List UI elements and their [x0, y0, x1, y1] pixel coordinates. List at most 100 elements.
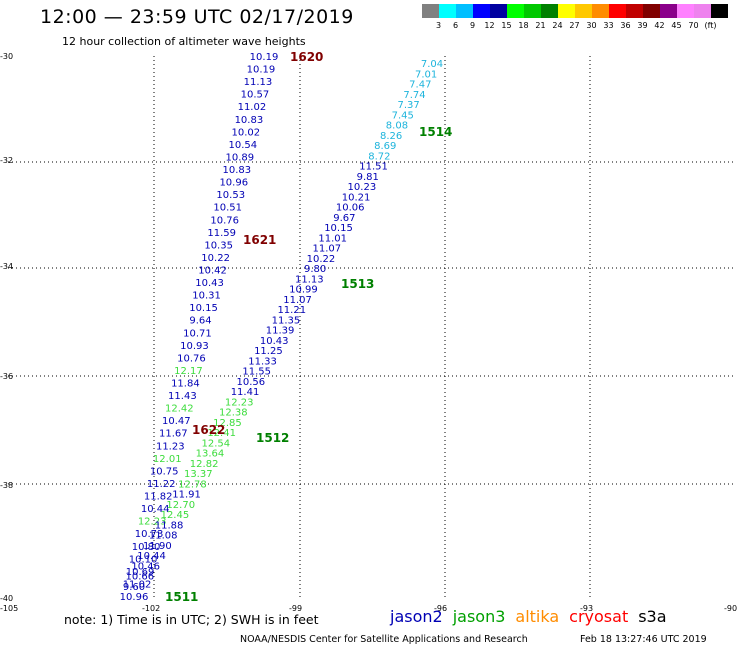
wave-height-value: 12.82: [190, 459, 219, 470]
wave-height-value: 9.80: [304, 264, 326, 275]
wave-height-value: 10.53: [216, 190, 245, 201]
wave-height-value: 12.78: [178, 479, 207, 490]
wave-height-value: 11.13: [244, 77, 273, 88]
wave-height-value: 10.02: [232, 127, 261, 138]
wave-height-value: 10.10: [129, 554, 158, 565]
y-tick-label: -34: [0, 262, 13, 271]
x-tick-label: -105: [0, 604, 18, 613]
wave-height-value: 10.51: [213, 203, 242, 214]
mission-jason2: jason2: [390, 607, 443, 626]
wave-height-value: 10.42: [198, 265, 227, 276]
legend-swatch: [507, 4, 524, 18]
legend-swatch: [677, 4, 694, 18]
y-tick-label: -36: [0, 372, 13, 381]
legend-labels: 3 6 9 12 15 18 21 24 27 30 33 36 39 42 45 70 (ft): [422, 21, 728, 30]
wave-height-value: 11.67: [159, 429, 188, 440]
wave-height-value: 10.96: [219, 178, 248, 189]
wave-height-value: 10.99: [289, 285, 318, 296]
page-subtitle: 12 hour collection of altimeter wave hei…: [62, 35, 306, 48]
color-legend: 3 6 9 12 15 18 21 24 27 30 33 36 39 42 45 70 (ft): [422, 4, 728, 30]
wave-height-value: 10.46: [131, 561, 160, 572]
wave-height-value: 10.83: [222, 165, 251, 176]
wave-height-value: 11.51: [359, 162, 388, 173]
legend-swatch: [575, 4, 592, 18]
footer-timestamp: Feb 18 13:27:46 UTC 2019: [580, 634, 707, 645]
wave-height-value: 10.89: [225, 152, 254, 163]
wave-height-value: 7.47: [409, 80, 431, 91]
legend-swatch: [524, 4, 541, 18]
legend-label: 18: [518, 21, 529, 30]
wave-height-value: 12.38: [219, 408, 248, 419]
pass-label: 1621: [243, 233, 276, 247]
wave-height-value: 10.43: [195, 278, 224, 289]
wave-height-value: 10.15: [189, 303, 218, 314]
wave-height-value: 12.70: [166, 500, 195, 511]
wave-height-value: 11.55: [242, 367, 271, 378]
wave-height-value: 11.07: [283, 295, 312, 306]
wave-height-value: 10.80: [132, 542, 161, 553]
wave-height-value: 8.26: [380, 131, 402, 142]
wave-height-value: 11.33: [248, 356, 277, 367]
legend-swatch: [609, 4, 626, 18]
legend-label: (ft): [704, 21, 717, 30]
wave-height-value: 10.22: [307, 254, 336, 265]
wave-height-value: 10.15: [324, 223, 353, 234]
legend-label: 27: [569, 21, 580, 30]
wave-height-value: 12.42: [165, 404, 194, 415]
page-title: 12:00 — 23:59 UTC 02/17/2019: [40, 6, 354, 28]
legend-label: 39: [637, 21, 648, 30]
wave-height-value: 11.84: [171, 379, 200, 390]
legend-label: 36: [620, 21, 631, 30]
wave-height-value: 10.75: [150, 466, 179, 477]
legend-swatch: [422, 4, 439, 18]
pass-label: 1513: [341, 277, 374, 291]
wave-height-value: 10.93: [180, 341, 209, 352]
wave-height-value: 11.13: [295, 274, 324, 285]
x-tick-label: -90: [724, 604, 737, 613]
wave-height-value: 8.69: [374, 141, 396, 152]
wave-height-value: 13.37: [184, 469, 213, 480]
wave-height-value: 11.35: [272, 315, 301, 326]
wave-height-value: 10.21: [342, 192, 371, 203]
wave-height-value: 11.22: [147, 479, 176, 490]
legend-swatch: [660, 4, 677, 18]
wave-height-value: 10.19: [250, 52, 279, 63]
legend-label: 33: [603, 21, 614, 30]
wave-height-value: 7.45: [392, 110, 414, 121]
footer-credit: NOAA/NESDIS Center for Satellite Applica…: [240, 634, 528, 645]
legend-swatch: [643, 4, 660, 18]
y-tick-label: -30: [0, 52, 13, 61]
wave-height-value: 9.64: [189, 316, 211, 327]
legend-swatch: [439, 4, 456, 18]
legend-label: 12: [484, 21, 495, 30]
wave-height-value: 12.54: [201, 438, 230, 449]
wave-height-value: 7.37: [397, 100, 419, 111]
pass-label: 1511: [165, 590, 198, 604]
pass-label: 1622: [192, 423, 225, 437]
wave-height-value: 11.82: [144, 492, 173, 503]
legend-label: 6: [452, 21, 459, 30]
wave-height-value: 11.43: [168, 391, 197, 402]
wave-height-value: 10.44: [137, 551, 166, 562]
wave-height-value: 10.35: [204, 240, 233, 251]
wave-height-value: 11.07: [313, 244, 342, 255]
wave-height-value: 10.83: [235, 115, 264, 126]
wave-height-value: 9.60: [123, 582, 145, 593]
wave-height-value: 7.01: [415, 69, 437, 80]
y-tick-label: -32: [0, 156, 13, 165]
wave-height-value: 10.54: [229, 140, 258, 151]
legend-swatch: [592, 4, 609, 18]
y-tick-label: -38: [0, 481, 13, 490]
legend-label: 70: [688, 21, 699, 30]
wave-height-value: 12.23: [138, 517, 167, 528]
wave-height-value: 12.23: [225, 397, 254, 408]
wave-height-value: 10.43: [260, 336, 289, 347]
wave-height-value: 13.64: [196, 449, 225, 460]
legend-swatch: [694, 4, 711, 18]
wave-height-value: 11.39: [266, 326, 295, 337]
mission-altika: altika: [515, 607, 560, 626]
wave-height-value: 9.81: [357, 172, 379, 183]
wave-height-value: 9.67: [333, 213, 355, 224]
mission-cryosat: cryosat: [569, 607, 629, 626]
x-tick-label: -96: [434, 604, 447, 613]
